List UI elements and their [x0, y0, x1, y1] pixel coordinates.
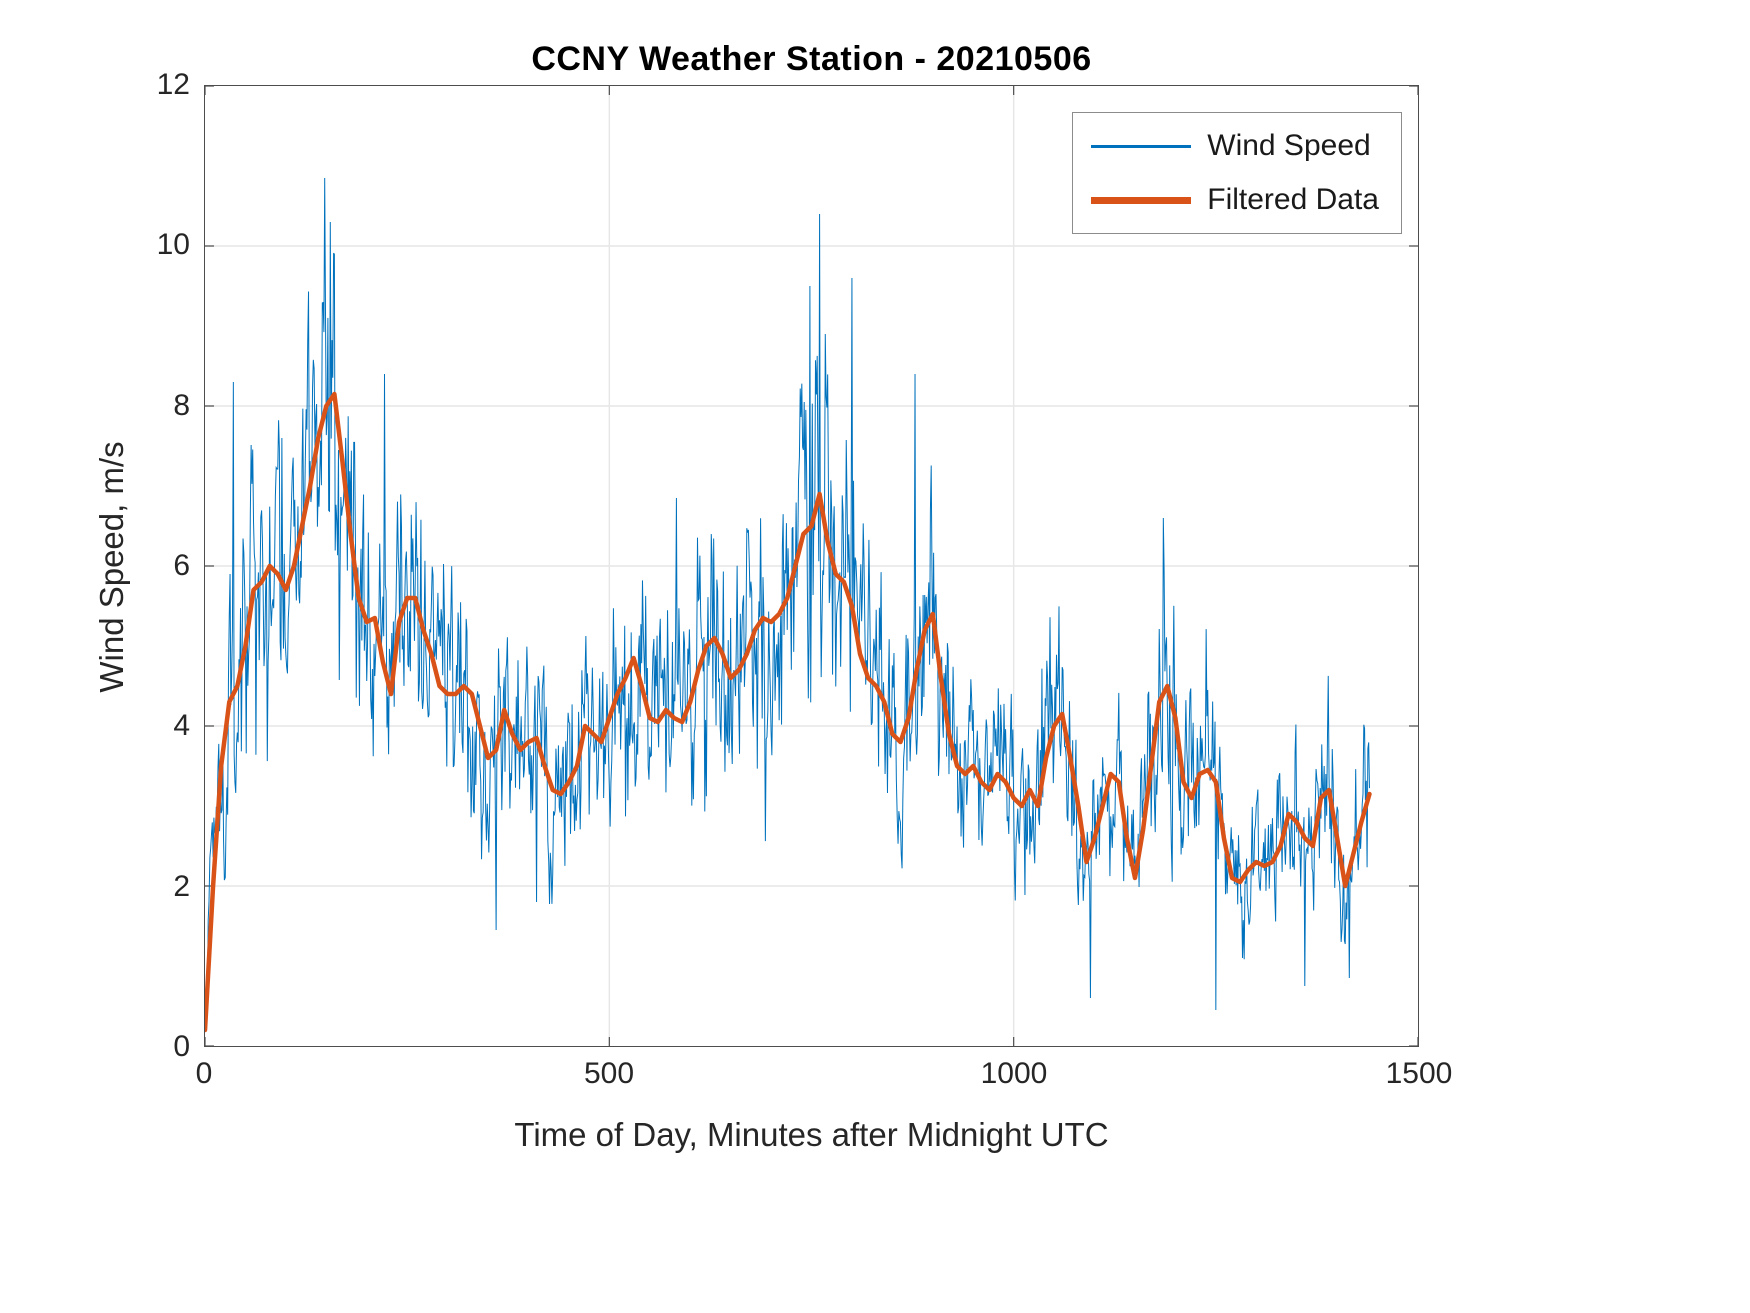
wind-speed-line	[205, 178, 1370, 1028]
x-tick-label: 500	[583, 1057, 635, 1090]
legend-label-filtered-data: Filtered Data	[1207, 183, 1379, 216]
legend-label-wind-speed: Wind Speed	[1207, 129, 1371, 162]
filtered-data-line-sample	[1091, 196, 1192, 204]
chart-title: CCNY Weather Station - 20210506	[531, 40, 1092, 78]
y-tick-label: 0	[173, 1030, 190, 1063]
x-tick-label: 0	[195, 1057, 213, 1090]
x-axis-label: Time of Day, Minutes after Midnight UTC	[514, 1116, 1109, 1153]
x-tick-label: 1500	[1385, 1057, 1453, 1090]
y-tick-label: 4	[173, 709, 190, 743]
filtered-data-line	[205, 391, 1372, 1033]
legend-entry-filtered-data: Filtered Data	[1091, 183, 1379, 217]
y-tick-label: 2	[173, 869, 190, 903]
wind-speed-line-sample	[1091, 144, 1192, 148]
plot-canvas	[205, 86, 1418, 1046]
y-tick-label: 10	[156, 228, 190, 262]
plot-area	[204, 85, 1419, 1047]
legend: Wind Speed Filtered Data	[1072, 112, 1402, 234]
x-tick-label: 1000	[980, 1057, 1048, 1090]
y-tick-label: 12	[156, 68, 190, 101]
legend-entry-wind-speed: Wind Speed	[1091, 129, 1379, 163]
y-tick-label: 6	[173, 549, 190, 582]
y-tick-label: 8	[173, 388, 190, 422]
